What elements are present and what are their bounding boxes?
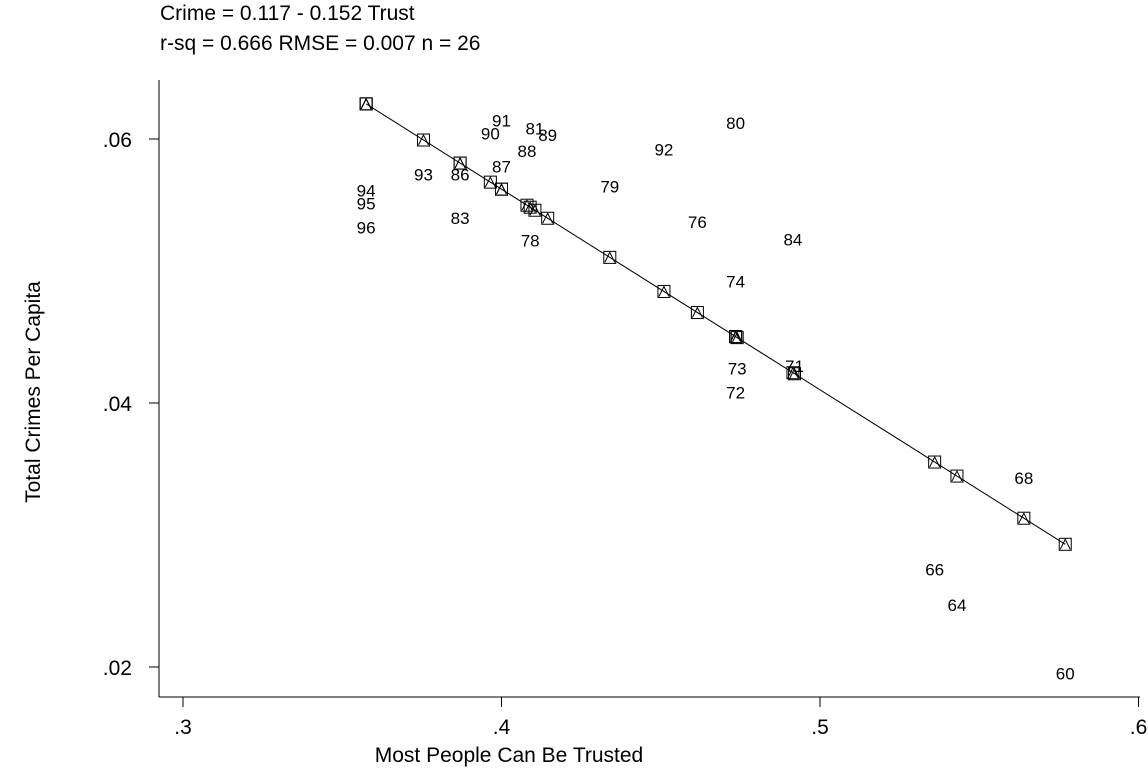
- x-tick-label: .5: [811, 716, 829, 739]
- point-label-89: 89: [538, 126, 557, 145]
- x-axis-ticks: .3 .4 .5 .6: [174, 697, 1147, 739]
- fitted-marker-79: [603, 250, 617, 264]
- point-label-96: 96: [357, 218, 376, 237]
- regression-line: [365, 103, 1066, 545]
- point-label-91: 91: [492, 112, 511, 131]
- fitted-marker-86: [453, 156, 467, 170]
- point-label-94: 94: [357, 181, 376, 200]
- point-label-78: 78: [521, 232, 540, 251]
- chart-subtitle: r-sq = 0.666 RMSE = 0.007 n = 26: [160, 32, 480, 55]
- point-label-84: 84: [783, 230, 802, 249]
- point-label-88: 88: [518, 142, 537, 161]
- point-label-86: 86: [451, 166, 470, 185]
- fitted-marker-84: [786, 366, 800, 380]
- fitted-marker-76: [690, 306, 704, 320]
- point-label-66: 66: [925, 560, 944, 579]
- point-label-64: 64: [947, 596, 966, 615]
- fitted-marker-81: [528, 203, 542, 217]
- point-label-74: 74: [726, 273, 745, 292]
- chart-title: Crime = 0.117 - 0.152 Trust: [160, 2, 415, 25]
- x-tick-label: .6: [1130, 716, 1148, 739]
- fitted-marker-73: [730, 331, 744, 345]
- point-label-76: 76: [688, 213, 707, 232]
- fitted-value-markers: [359, 97, 1072, 551]
- x-axis-label: Most People Can Be Trusted: [375, 744, 643, 767]
- point-label-80: 80: [726, 114, 745, 133]
- y-tick-label: .04: [103, 393, 133, 416]
- point-label-87: 87: [492, 158, 511, 177]
- point-label-93: 93: [414, 166, 433, 185]
- fitted-marker-96: [359, 97, 373, 111]
- y-axis-label: Total Crimes Per Capita: [22, 281, 45, 503]
- point-label-90: 90: [481, 125, 500, 144]
- fitted-marker-66: [928, 455, 942, 469]
- y-tick-label: .02: [103, 657, 132, 680]
- x-tick-label: .3: [174, 716, 192, 739]
- x-tick-label: .4: [493, 716, 511, 739]
- point-label-92: 92: [654, 141, 673, 160]
- point-label-83: 83: [451, 209, 470, 228]
- fitted-marker-60: [1058, 537, 1072, 551]
- point-label-81: 81: [525, 119, 544, 138]
- fitted-marker-90: [483, 175, 497, 189]
- fitted-marker-80: [729, 330, 743, 344]
- y-tick-label: .06: [103, 129, 132, 152]
- point-label-73: 73: [728, 360, 747, 379]
- point-label-79: 79: [600, 178, 619, 197]
- fitted-marker-93: [416, 133, 430, 147]
- fitted-marker-68: [1017, 511, 1031, 525]
- fitted-marker-92: [657, 284, 671, 298]
- fitted-marker-89: [541, 211, 555, 225]
- point-label-60: 60: [1056, 665, 1075, 684]
- point-label-68: 68: [1014, 469, 1033, 488]
- fitted-marker-91: [495, 182, 508, 196]
- fitted-marker-64: [950, 469, 964, 483]
- point-label-95: 95: [357, 195, 376, 214]
- point-label-71: 71: [785, 357, 804, 376]
- point-label-72: 72: [726, 383, 745, 402]
- fitted-marker-71: [788, 367, 802, 381]
- y-axis-ticks: .02 .04 .06: [103, 129, 159, 680]
- fitted-marker-88: [520, 198, 534, 212]
